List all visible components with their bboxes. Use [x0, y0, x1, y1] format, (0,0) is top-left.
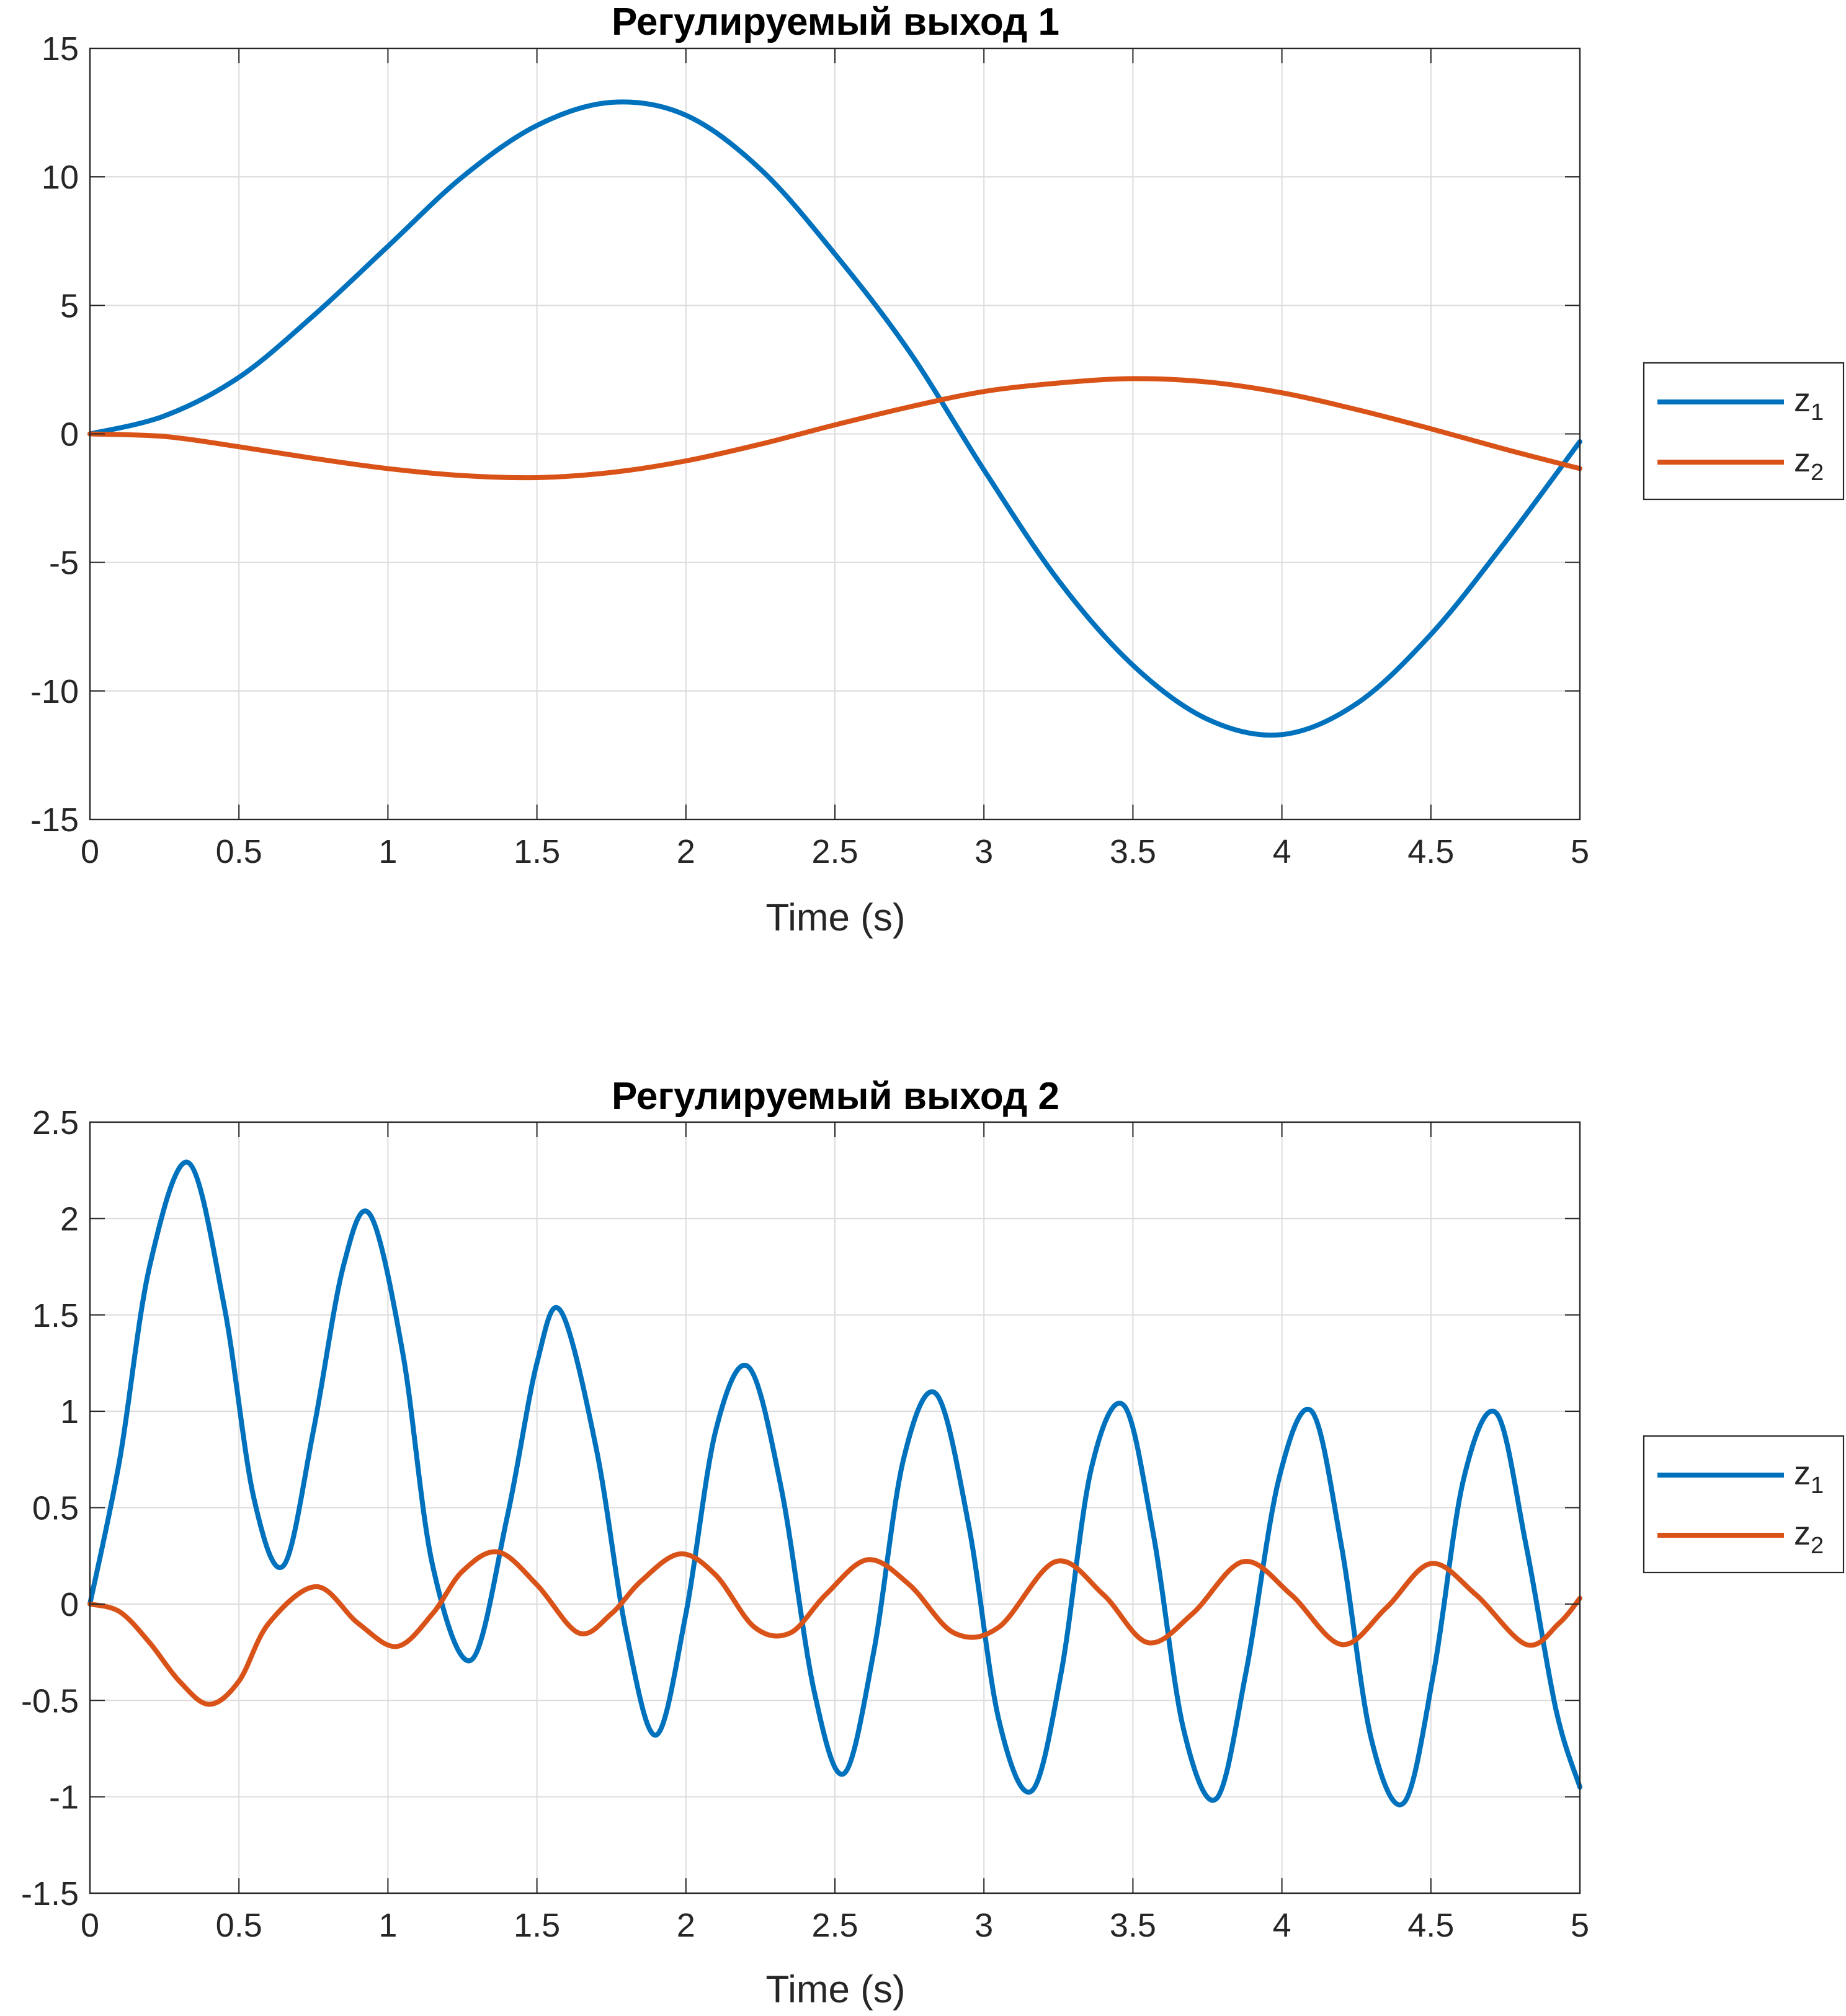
chart-1-series-line-z2 [87, 376, 1582, 481]
chart-2-legend: z1 z2 [1643, 1435, 1845, 1574]
chart-2-y-tick-label: 2 [60, 1200, 79, 1238]
chart-1-legend-name-z2: z [1794, 442, 1811, 479]
chart-2-title: Регулируемый выход 2 [612, 1075, 1059, 1118]
chart-2-x-tick-label: 4.5 [1407, 1907, 1454, 1944]
chart-1-title: Регулируемый выход 1 [612, 1, 1059, 43]
chart-2-y-tick-label: -0.5 [21, 1682, 79, 1719]
chart-1-x-tick-label: 3.5 [1110, 833, 1156, 870]
chart-2-series-line-z2 [87, 1549, 1582, 1707]
chart-2-series [87, 1159, 1582, 1808]
chart-2-x-tick-label: 1 [378, 1907, 397, 1944]
chart-1-legend-subscript-z1: 1 [1811, 399, 1824, 426]
chart-1-x-tick-label: 0 [81, 833, 99, 870]
chart-1-series [87, 99, 1582, 738]
chart-1-y-tick-label: 0 [60, 416, 79, 453]
chart-1-ticks: 0 0.5 1 1.5 2 2.5 3 3.5 4 4.5 5 -15 -10 -5 0 5 10 15 [30, 30, 1589, 870]
chart-2-legend-label-z1: z1 [1794, 1455, 1824, 1499]
chart-2-x-tick-label: 1.5 [514, 1907, 560, 1944]
chart-2-x-tick-label: 5 [1571, 1907, 1589, 1944]
chart-2-legend-name-z2: z [1794, 1515, 1811, 1552]
chart-1-legend: z1 z2 [1643, 362, 1845, 501]
chart-1-legend-box [1643, 362, 1845, 501]
chart-1-grid [90, 48, 1580, 819]
chart-1-x-tick-label: 1.5 [514, 833, 560, 870]
chart-2-legend-box [1643, 1435, 1845, 1574]
chart-1-y-tick-label: 10 [42, 159, 79, 196]
chart-2-grid [90, 1122, 1580, 1893]
chart-1-legend-label-z2: z2 [1794, 442, 1824, 486]
chart-2-y-tick-label: 2.5 [32, 1104, 79, 1141]
chart-2-y-tick-label: 1 [60, 1393, 79, 1430]
chart-2-y-tick-label: 0 [60, 1586, 79, 1623]
chart-1-y-tick-label: -5 [49, 545, 79, 582]
chart-2-x-tick-label: 0.5 [216, 1907, 262, 1944]
chart-1-x-tick-label: 4.5 [1407, 833, 1454, 870]
chart-2-legend-subscript-z1: 1 [1811, 1473, 1824, 1499]
chart-1-legend-label-z1: z1 [1794, 381, 1824, 426]
chart-1-x-tick-label: 2.5 [811, 833, 858, 870]
chart-1-x-tick-label: 2 [677, 833, 695, 870]
chart-2-series-line-z1 [87, 1159, 1582, 1808]
chart-1-x-tick-label: 0.5 [216, 833, 262, 870]
chart-2-y-tick-label: -1 [49, 1779, 79, 1816]
chart-2-y-tick-label: 1.5 [32, 1297, 79, 1334]
chart-1-x-tick-label: 5 [1571, 833, 1589, 870]
chart-1-x-tick-label: 3 [974, 833, 993, 870]
chart-1-x-tick-label: 4 [1273, 833, 1291, 870]
chart-1-y-tick-label: -15 [30, 801, 79, 839]
chart-2-ticks: 0 0.5 1 1.5 2 2.5 3 3.5 4 4.5 5 -1.5 -1 -0.5 0 0.5 1 1.5 2… [21, 1104, 1589, 1944]
chart-2-y-tick-label: -1.5 [21, 1875, 79, 1912]
chart-1-series-line-z1 [87, 99, 1582, 738]
chart-1-legend-name-z1: z [1794, 381, 1811, 419]
chart-2-legend-subscript-z2: 2 [1811, 1533, 1824, 1559]
chart-1-y-tick-label: 15 [42, 30, 79, 68]
chart-2-legend-label-z2: z2 [1794, 1515, 1824, 1559]
chart-1-x-tick-label: 1 [378, 833, 397, 870]
chart-2-y-tick-label: 0.5 [32, 1490, 79, 1527]
chart-2-legend-name-z1: z [1794, 1455, 1811, 1492]
chart-2-x-tick-label: 2 [677, 1907, 695, 1944]
chart-2: Регулируемый выход 2 0 0.5 1 1.5 2 2.5 3 3.5 4 4.… [21, 1075, 1845, 2011]
chart-2-x-tick-label: 3 [974, 1907, 993, 1944]
chart-2-x-tick-label: 0 [81, 1907, 99, 1944]
chart-2-x-tick-label: 4 [1273, 1907, 1291, 1944]
chart-2-x-axis-label: Time (s) [766, 1968, 906, 2011]
chart-1: Регулируемый выход 1 0 0.5 1 1.5 2 2.5 3 3.5 4 4.… [30, 1, 1845, 939]
chart-1-y-tick-label: 5 [60, 287, 79, 324]
chart-1-x-axis-label: Time (s) [766, 896, 906, 939]
chart-2-x-tick-label: 3.5 [1110, 1907, 1156, 1944]
chart-1-legend-subscript-z2: 2 [1811, 460, 1824, 486]
chart-2-x-tick-label: 2.5 [811, 1907, 858, 1944]
chart-1-y-tick-label: -10 [30, 673, 79, 710]
